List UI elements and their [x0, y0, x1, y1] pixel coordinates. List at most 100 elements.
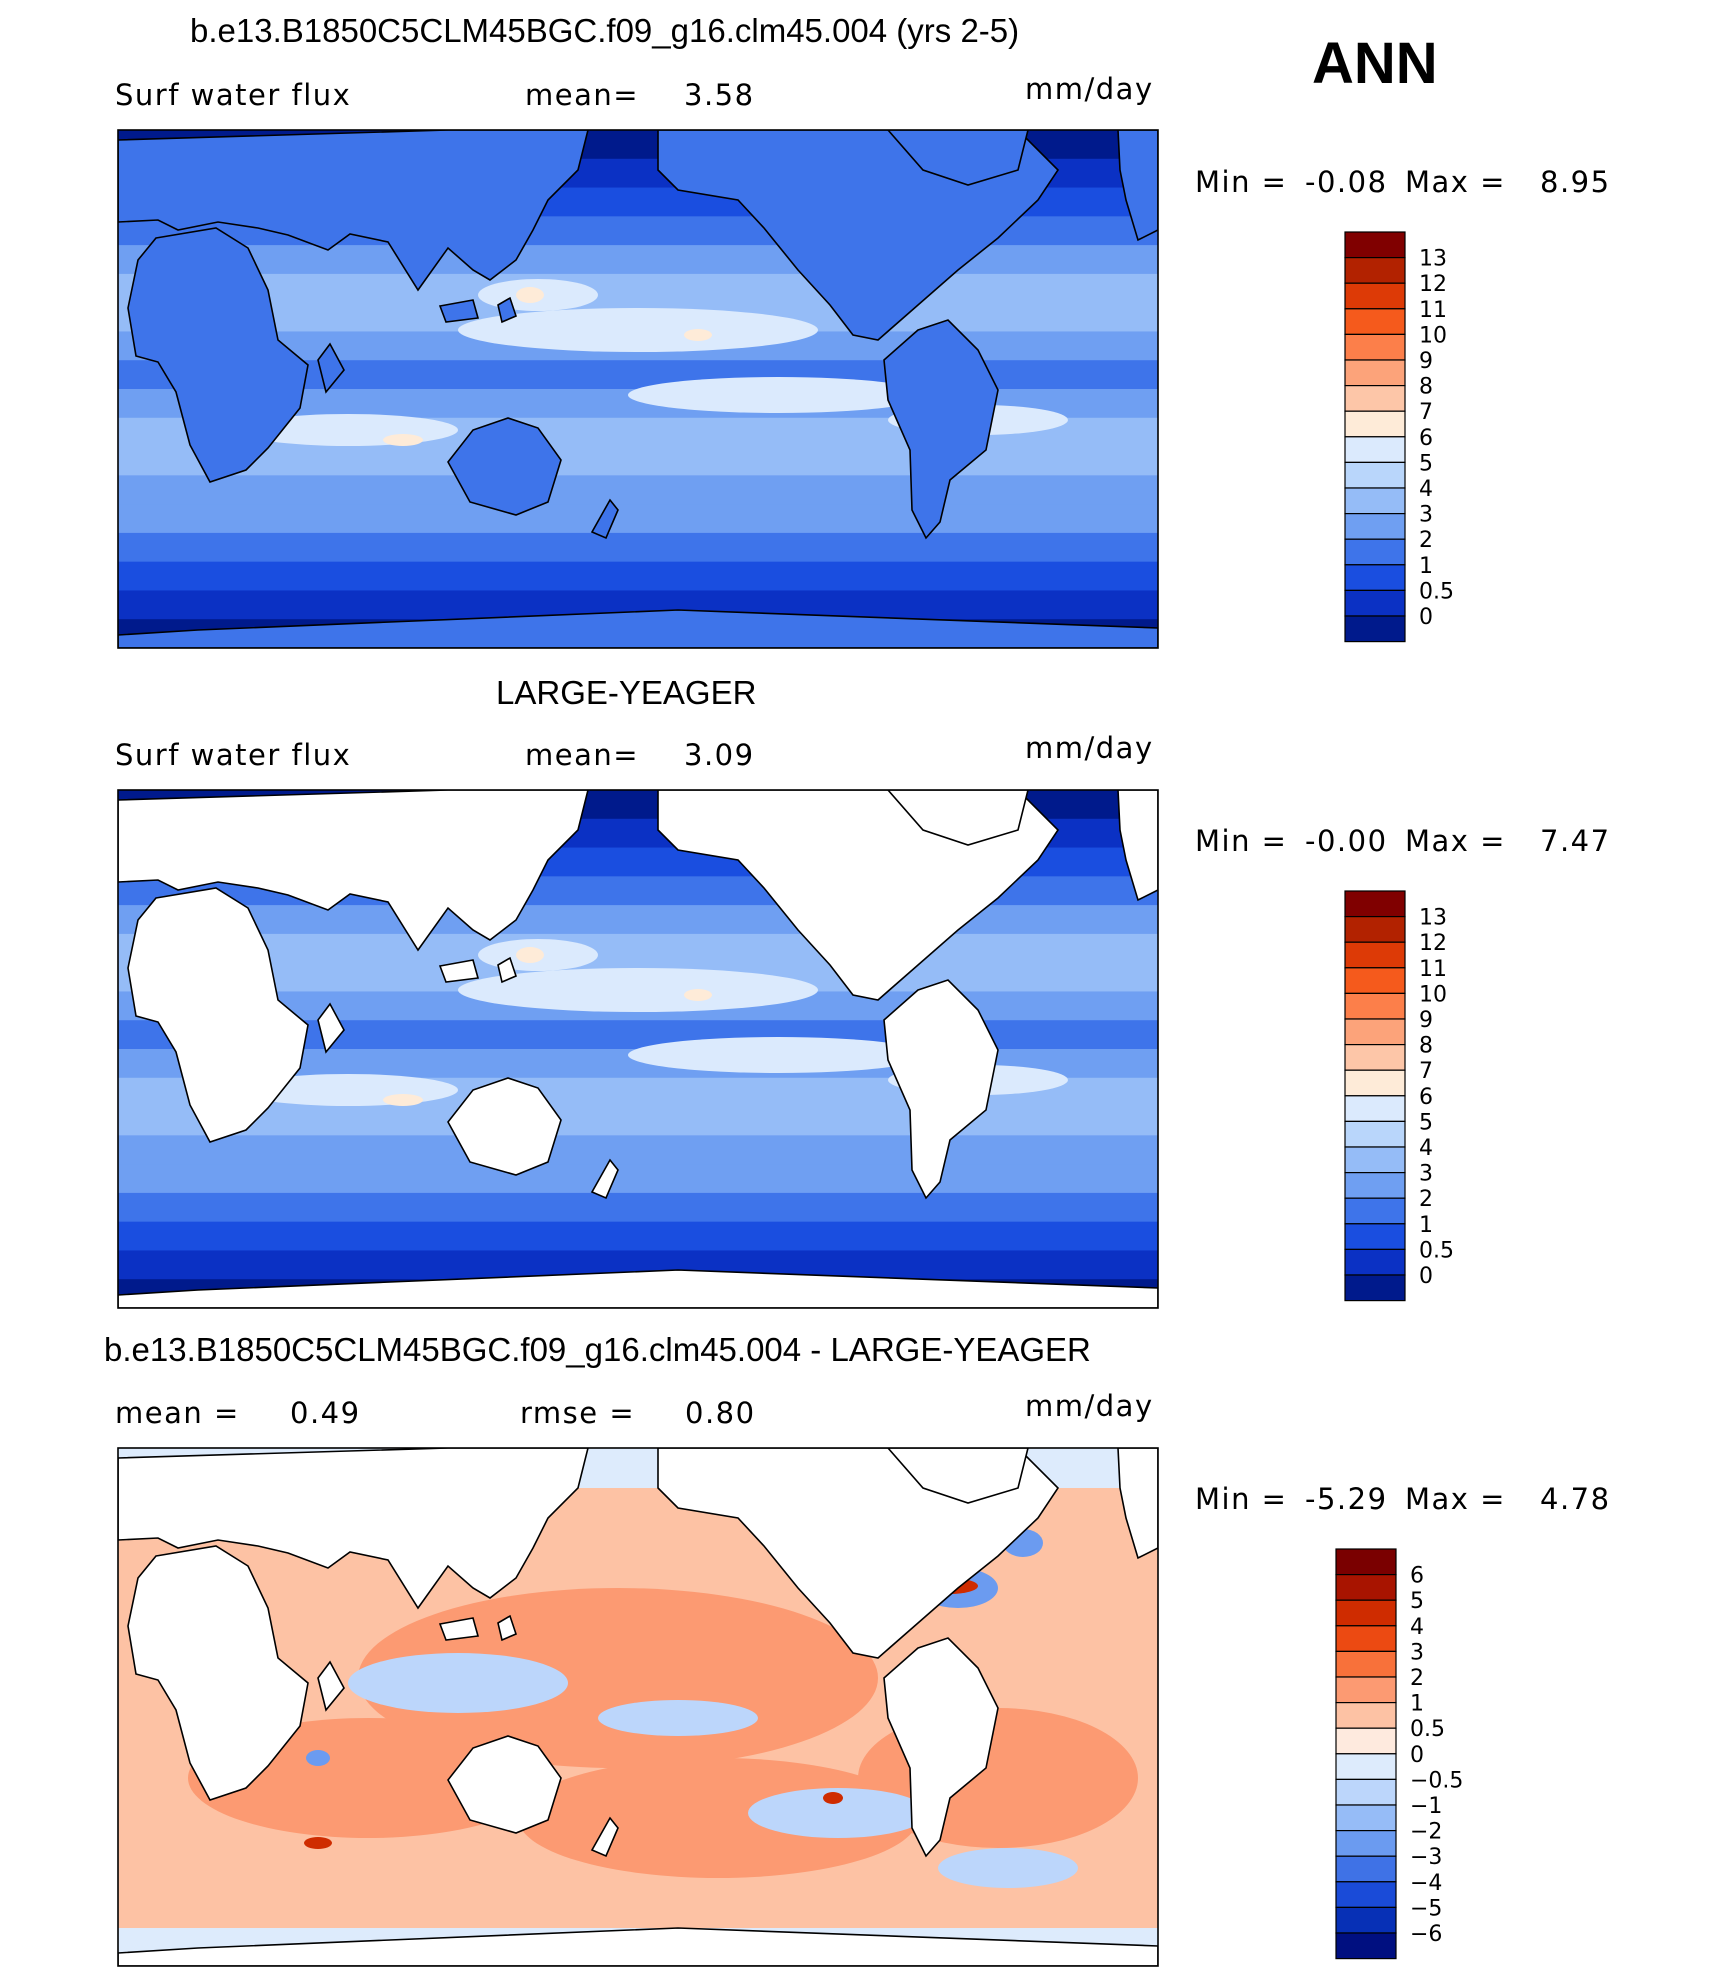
colorbar-tick-label: 4	[1410, 1615, 1424, 1640]
colorbar-tick-label: 0	[1410, 1743, 1424, 1768]
flux-band	[118, 1192, 1158, 1223]
colorbar-tick-label: −6	[1410, 1922, 1442, 1947]
flux-peak-patch	[684, 329, 712, 341]
colorbar-tick-label: 10	[1419, 323, 1447, 348]
colorbar-cell	[1335, 1676, 1397, 1704]
flux-band	[118, 905, 1158, 935]
map-frame	[117, 789, 1159, 1309]
colorbar-cell	[1335, 1906, 1397, 1934]
colorbar-tick-label: 1	[1419, 1213, 1433, 1238]
panel-2-mean-label: mean=	[525, 738, 640, 772]
panel-1-units: mm/day	[1025, 72, 1154, 106]
panel-3-mean-value: 0.49	[290, 1396, 361, 1430]
colorbar-tick-label: 12	[1419, 931, 1447, 956]
panel-1-max-label: Max =	[1405, 165, 1506, 199]
colorbar-tick-label: 13	[1419, 247, 1447, 272]
panel-2-variable-label: Surf water flux	[115, 738, 352, 772]
colorbar-cell	[1344, 1172, 1406, 1199]
colorbar-tick-label: 4	[1419, 477, 1433, 502]
panel-2-mean-value: 3.09	[684, 738, 755, 772]
colorbar-tick-label: 6	[1419, 1085, 1433, 1110]
panel-2-max-label: Max =	[1405, 824, 1506, 858]
panel-1-mean-value: 3.58	[684, 78, 755, 112]
colorbar-tick-label: 11	[1419, 298, 1447, 323]
panel-3-max-label: Max =	[1405, 1482, 1506, 1516]
colorbar-tick-label: 0	[1419, 1264, 1433, 1289]
flux-band	[118, 561, 1158, 592]
colorbar-cell	[1344, 1146, 1406, 1174]
colorbar-tick-label: 5	[1419, 451, 1433, 476]
panel-1-map	[117, 129, 1159, 649]
colorbar-tick-label: 0	[1419, 605, 1433, 630]
colorbar-tick-label: 9	[1419, 349, 1433, 374]
colorbar-cell	[1344, 916, 1406, 943]
colorbar-tick-label: 5	[1419, 1110, 1433, 1135]
colorbar-tick-label: 8	[1419, 1034, 1433, 1059]
colorbar-cell	[1335, 1778, 1397, 1806]
colorbar-cell	[1344, 992, 1406, 1020]
colorbar-cell	[1335, 1625, 1397, 1653]
colorbar-tick-label: 2	[1410, 1666, 1424, 1691]
negative-anomaly	[748, 1788, 928, 1838]
colorbar-cell	[1344, 890, 1406, 918]
colorbar-cell	[1335, 1727, 1397, 1755]
colorbar-tick-label: −3	[1410, 1845, 1442, 1870]
panel-3-units: mm/day	[1025, 1389, 1154, 1423]
negative-anomaly	[598, 1700, 758, 1736]
colorbar-cell	[1344, 410, 1406, 438]
panel-3-max-value: 4.78	[1540, 1482, 1611, 1516]
flux-band	[118, 1221, 1158, 1252]
colorbar-tick-label: 1	[1419, 554, 1433, 579]
flux-maximum-patch	[628, 1037, 928, 1073]
colorbar-tick-label: 3	[1419, 1162, 1433, 1187]
colorbar-cell	[1335, 1548, 1397, 1576]
strong-positive-anomaly	[823, 1792, 843, 1804]
positive-anomaly	[518, 1758, 918, 1878]
flux-band	[118, 504, 1158, 534]
negative-anomaly	[348, 1653, 568, 1713]
panel-2-max-value: 7.47	[1540, 824, 1611, 858]
colorbar-cell	[1335, 1830, 1397, 1857]
colorbar-tick-label: 2	[1419, 1187, 1433, 1212]
colorbar-cell	[1344, 1120, 1406, 1148]
colorbar-tick-label: 0.5	[1419, 1238, 1454, 1263]
colorbar-cell	[1344, 1018, 1406, 1046]
colorbar-cell	[1344, 615, 1406, 643]
colorbar-tick-label: −5	[1410, 1896, 1442, 1921]
flux-peak-patch	[684, 989, 712, 1001]
strong-negative-anomaly	[306, 1750, 330, 1766]
colorbar-cell	[1335, 1702, 1397, 1729]
colorbar-cell	[1344, 308, 1406, 336]
panel-2-map	[117, 789, 1159, 1309]
panel-3-min-value: -5.29	[1305, 1482, 1388, 1516]
colorbar-cell	[1335, 1599, 1397, 1627]
colorbar-cell	[1344, 461, 1406, 489]
colorbar-cell	[1344, 1197, 1406, 1225]
strong-positive-anomaly	[304, 1837, 332, 1849]
flux-maximum-patch	[458, 308, 818, 352]
colorbar-cell	[1344, 282, 1406, 310]
colorbar-tick-label: 6	[1410, 1564, 1424, 1589]
flux-maximum-patch	[628, 377, 928, 413]
colorbar-tick-label: 0.5	[1410, 1717, 1445, 1742]
colorbar-cell	[1344, 231, 1406, 259]
colorbar-cell	[1335, 1574, 1397, 1601]
colorbar-cell	[1335, 1855, 1397, 1883]
colorbar-cell	[1335, 1753, 1397, 1781]
panel-2-min-label: Min =	[1195, 824, 1288, 858]
colorbar-cell	[1344, 257, 1406, 284]
colorbar-cell	[1344, 385, 1406, 412]
flux-maximum-patch	[458, 968, 818, 1012]
panel-1-min-value: -0.08	[1305, 165, 1388, 199]
colorbar-cell	[1335, 1804, 1397, 1832]
panel-3-min-label: Min =	[1195, 1482, 1288, 1516]
flux-band	[118, 1164, 1158, 1194]
colorbar-cell	[1344, 1274, 1406, 1302]
colorbar-cell	[1344, 1223, 1406, 1250]
colorbar-tick-label: 11	[1419, 957, 1447, 982]
colorbar-tick-label: 0.5	[1419, 579, 1454, 604]
